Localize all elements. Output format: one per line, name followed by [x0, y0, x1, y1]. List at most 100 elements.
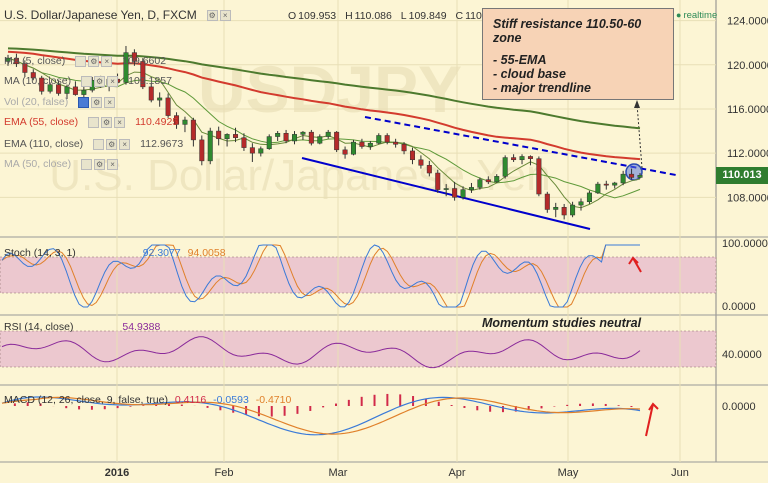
candle-body [376, 135, 382, 144]
candle-body [249, 147, 255, 154]
candle-body [292, 134, 298, 142]
candle-body [275, 133, 281, 137]
candle-body [140, 61, 146, 88]
candle-body [502, 157, 508, 177]
candle-body [553, 207, 559, 210]
indicator-value: 112.9673 [140, 138, 184, 150]
indicator-label: EMA (110, close) [4, 138, 84, 150]
resistance-annotation: Stiff resistance 110.50-60 zone - 55-EMA… [482, 8, 674, 100]
indicator-legend-row[interactable]: EMA (55, close) ⚙ × 110.4925 [4, 115, 178, 129]
realtime-indicator: realtime [676, 10, 717, 21]
candle-body [182, 119, 188, 125]
svg-text:U.S. Dollar/Japanese Yen: U.S. Dollar/Japanese Yen [49, 151, 550, 200]
candle-body [148, 86, 154, 101]
close-icon[interactable]: × [107, 158, 119, 170]
settings-icon[interactable]: ⚙ [88, 55, 100, 67]
candle-body [393, 141, 399, 145]
candle-body [367, 142, 373, 147]
candle-body [561, 207, 567, 216]
indicator-legend-row[interactable]: MA (50, close) ⚙ × [4, 157, 119, 171]
candle-body [342, 149, 348, 155]
stoch-legend[interactable]: Stoch (14, 3, 1) 92.3077 94.0058 [4, 247, 226, 259]
momentum-note: Momentum studies neutral [482, 316, 642, 330]
candle-body [5, 57, 11, 62]
chart-title-row[interactable]: U.S. Dollar/Japanese Yen, D, FXCM ⚙ × [4, 8, 231, 22]
rsi-legend[interactable]: RSI (14, close) 54.9388 [4, 321, 160, 333]
indicator-tick-label: 40.0000 [722, 349, 762, 361]
close-icon[interactable]: × [107, 75, 119, 87]
close-icon[interactable]: × [119, 138, 131, 150]
svg-text:USDJPY: USDJPY [198, 52, 462, 126]
settings-icon[interactable]: ⚙ [94, 75, 106, 87]
candle-body [13, 57, 19, 64]
candle-body [485, 179, 491, 183]
ohlc-high: 110.086 [354, 10, 392, 22]
candle-body [511, 157, 517, 161]
indicator-value: 110.4925 [135, 116, 179, 128]
stoch-k-line [1, 244, 640, 308]
indicator-label: MA (5, close) [4, 55, 66, 67]
candle-body [241, 137, 247, 148]
candle-body [81, 89, 87, 95]
settings-icon[interactable]: ⚙ [94, 158, 106, 170]
candle-body [216, 130, 222, 140]
indicator-label: EMA (55, close) [4, 116, 79, 128]
candle-body [350, 141, 356, 155]
candle-body [300, 131, 306, 135]
candle-body [460, 189, 466, 198]
annotation-line: - cloud base [493, 67, 566, 81]
eye-icon[interactable] [75, 55, 87, 67]
ema-110-line [7, 47, 641, 130]
indicator-legend-row[interactable]: MA (10, close) ⚙ × 109.1857 [4, 74, 172, 88]
candle-body [30, 72, 36, 79]
price-tick-label: 112.0000 [727, 148, 768, 160]
eye-icon[interactable] [81, 158, 93, 170]
rsi-line [1, 336, 641, 369]
candle-body [325, 131, 331, 137]
settings-icon[interactable]: ⚙ [91, 96, 103, 108]
candle-body [468, 187, 474, 190]
close-icon[interactable]: × [101, 55, 113, 67]
momentum-arrowhead [648, 402, 659, 411]
stoch-d-line [1, 244, 640, 308]
candle-body [536, 158, 542, 195]
close-icon[interactable]: × [104, 96, 116, 108]
candle-body [527, 156, 533, 159]
macd-lines [1, 393, 641, 436]
candle-body [72, 86, 78, 95]
candle-body [477, 179, 483, 188]
candle-body [283, 133, 289, 142]
candle-body [620, 173, 626, 184]
moving-averages [7, 47, 641, 209]
ohlc-low: 109.849 [408, 10, 447, 22]
ma-10-line [7, 57, 641, 199]
indicator-legend-row[interactable]: EMA (110, close) ⚙ × 112.9673 [4, 137, 183, 151]
candle-body [519, 156, 525, 161]
macd-signal-value: -0.4710 [255, 394, 292, 406]
indicator-legend-row[interactable]: MA (5, close) ⚙ × 109.6602 [4, 54, 166, 68]
macd-legend[interactable]: MACD (12, 26, close, 9, false, true) 0.4… [4, 394, 291, 406]
price-tick-label: 108.0000 [727, 192, 768, 204]
eye-icon[interactable] [81, 75, 93, 87]
close-icon[interactable]: × [114, 116, 126, 128]
settings-icon[interactable]: ⚙ [106, 138, 118, 150]
indicator-legend-row[interactable]: Vol (20, false) ⚙ × [4, 95, 116, 109]
annotation-line: - 55-EMA [493, 53, 547, 67]
eye-icon[interactable] [88, 116, 100, 128]
candle-body [22, 63, 28, 73]
candle-body [199, 139, 205, 162]
candle-body [317, 136, 323, 144]
ema-55-line [7, 50, 641, 161]
resistance-trendline [364, 116, 677, 176]
candle-body [629, 173, 635, 178]
macd-line [1, 396, 641, 436]
settings-icon[interactable]: ⚙ [101, 116, 113, 128]
rsi-line [1, 336, 641, 369]
close-icon[interactable]: × [219, 9, 231, 21]
candle-body [603, 183, 609, 186]
eye-icon[interactable] [78, 96, 90, 108]
eye-icon[interactable] [93, 138, 105, 150]
macd-value: -0.0593 [213, 394, 249, 406]
settings-icon[interactable]: ⚙ [206, 9, 218, 21]
